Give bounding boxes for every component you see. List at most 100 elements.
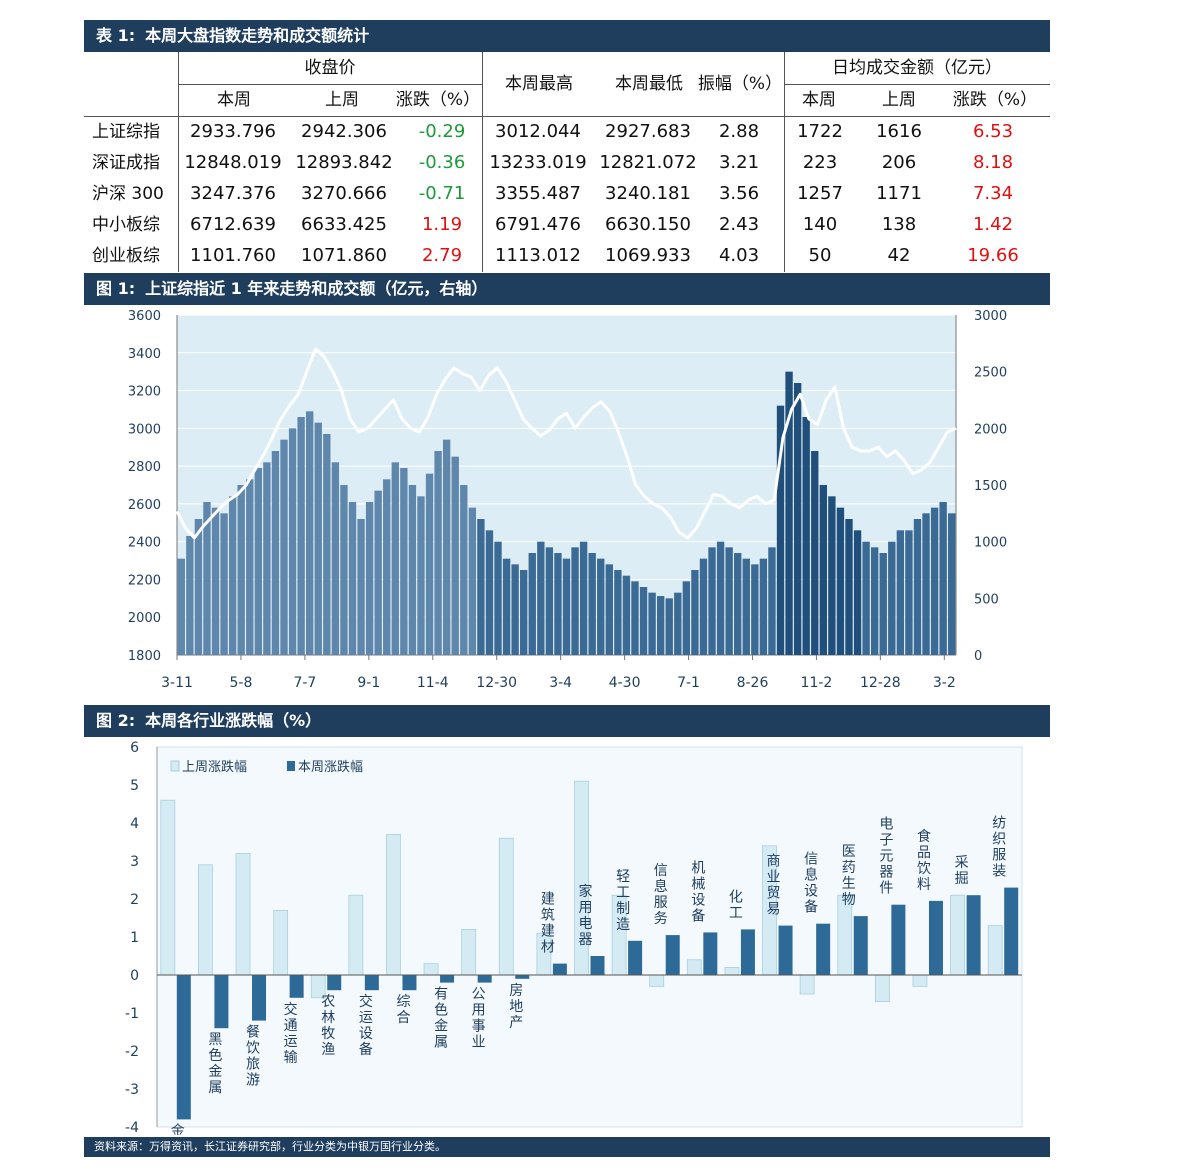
bar-last-week	[987, 925, 1003, 976]
y-left-tick-label: 3000	[128, 422, 161, 437]
volume-bar	[442, 439, 451, 655]
category-label: 房地产	[509, 983, 523, 1031]
volume-bar	[323, 434, 331, 655]
bar-this-week	[665, 935, 680, 975]
legend-label-last: 上周涨跌幅	[182, 759, 247, 775]
y-left-tick-label: 3600	[128, 309, 161, 324]
x-tick-label: 11-2	[801, 675, 833, 691]
bar-this-week	[1004, 887, 1019, 975]
category-label: 金融服务	[171, 1123, 185, 1135]
table-cell-low: 2927.683	[605, 121, 691, 142]
table-cell-chg: 1.19	[421, 214, 463, 235]
volume-bar	[288, 428, 297, 655]
volume-bar	[306, 411, 314, 655]
volume-bar	[896, 530, 905, 655]
bar-this-week	[402, 975, 417, 991]
volume-bar	[280, 439, 288, 655]
table-cell-high: 1113.012	[495, 245, 581, 266]
bar-last-week	[874, 974, 890, 1003]
bar-last-week	[386, 834, 401, 976]
volume-bar	[699, 558, 708, 655]
bar-this-week	[966, 895, 981, 975]
volume-bar	[836, 507, 845, 655]
bar-this-week	[703, 932, 718, 975]
volume-bar	[811, 451, 819, 655]
table-cell-high: 6791.476	[495, 214, 581, 235]
volume-bar	[468, 507, 477, 655]
x-tick-label: 7-1	[677, 675, 700, 691]
category-label: 综合	[396, 994, 410, 1026]
volume-bar	[819, 485, 827, 655]
category-label: 信息设备	[804, 852, 818, 916]
y-tick-label: 4	[130, 816, 139, 832]
figure2-svg: -4 -3 -2 -1 0 1 2 3 4 5 6 金融服务 黑色金属 餐饮旅游 交通运输 农林牧渔 交运设备 综…	[125, 740, 1023, 1175]
volume-bar	[203, 502, 211, 655]
category-label: 采掘	[955, 855, 969, 887]
volume-bar	[802, 417, 810, 655]
bar-this-week	[891, 904, 906, 975]
category-label: 商业贸易	[767, 854, 781, 918]
volume-bar	[211, 507, 220, 655]
volume-bar	[605, 564, 613, 655]
bar-this-week	[515, 975, 530, 979]
table1-title-num: 表 1:	[96, 26, 136, 45]
bar-last-week	[686, 959, 702, 976]
bar-this-week	[364, 975, 379, 991]
header-volume-group: 日均成交金额（亿元）	[832, 58, 1002, 78]
y-right-tick-label: 1000	[974, 536, 1007, 551]
volume-bar	[862, 541, 870, 655]
y-right-tick-label: 2500	[974, 366, 1007, 381]
table-divider	[84, 116, 1050, 117]
category-label: 公用事业	[472, 987, 486, 1051]
figure2-title-bar: 图 2: 本周各行业涨跌幅（%）	[84, 705, 1050, 737]
volume-bar	[828, 496, 836, 655]
volume-bar	[528, 553, 536, 655]
table-cell-vchg: 1.42	[972, 214, 1014, 235]
volume-bar	[383, 479, 391, 655]
bar-last-week	[461, 928, 477, 976]
volume-bar	[588, 553, 596, 655]
category-label: 信息服务	[654, 863, 668, 927]
volume-bar	[870, 547, 879, 655]
top-fragment	[84, 0, 1050, 8]
volume-bar	[228, 496, 237, 655]
table-cell-vthis: 50	[808, 245, 832, 266]
volume-bar	[425, 473, 434, 655]
bar-this-week	[778, 925, 793, 975]
bar-this-week	[590, 956, 605, 975]
y-right-tick-label: 2000	[974, 422, 1007, 437]
table-cell-vthis: 1722	[797, 121, 843, 142]
bar-this-week	[816, 923, 831, 975]
volume-bar	[220, 513, 228, 655]
volume-bar	[374, 490, 382, 655]
category-label: 化工	[729, 889, 743, 921]
bar-this-week	[252, 975, 267, 1021]
bar-this-week	[477, 975, 492, 983]
bar-last-week	[799, 974, 815, 995]
table-cell-high: 3012.044	[495, 121, 581, 142]
table-cell-amp: 2.88	[718, 121, 760, 142]
header-high: 本周最高	[505, 74, 573, 94]
table-cell-vlast: 138	[881, 214, 917, 235]
table-cell-amp: 2.43	[718, 214, 760, 235]
y-left-tick-label: 2400	[128, 536, 161, 551]
y-tick-label: 5	[130, 778, 139, 794]
volume-bar	[888, 541, 896, 655]
category-label: 家用电器	[579, 883, 593, 948]
header-this-week: 本周	[217, 90, 251, 110]
volume-bar	[417, 496, 425, 655]
volume-bar	[511, 564, 519, 655]
volume-bar	[537, 541, 545, 655]
bar-this-week	[552, 963, 567, 975]
y-tick-label: 3	[130, 854, 139, 870]
table-cell-last: 3270.666	[301, 183, 387, 204]
bar-this-week	[176, 975, 191, 1120]
x-tick-label: 3-4	[549, 675, 572, 691]
bar-last-week	[235, 853, 251, 976]
volume-bar	[237, 485, 245, 655]
volume-bar	[930, 507, 939, 655]
table-cell-amp: 3.56	[718, 183, 760, 204]
volume-bar	[734, 553, 742, 655]
volume-bar	[494, 541, 502, 655]
table-cell-amp: 4.03	[718, 245, 760, 266]
